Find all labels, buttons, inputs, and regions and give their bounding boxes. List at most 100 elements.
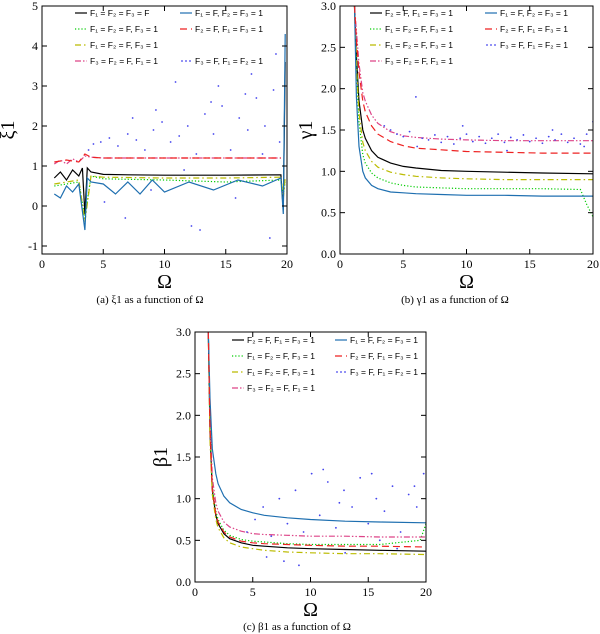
x-tick-label: 20 bbox=[587, 257, 599, 271]
data-point bbox=[465, 133, 468, 136]
data-point bbox=[234, 197, 237, 199]
legend-label: F₂ = F, F₁ = F₃ = 1 bbox=[247, 335, 315, 345]
legend-label: F₂ = F, F₁ = F₃ = 1 bbox=[195, 24, 263, 34]
data-point bbox=[124, 217, 127, 219]
x-tick-label: 5 bbox=[100, 257, 106, 271]
data-point bbox=[461, 124, 464, 127]
data-point bbox=[416, 145, 419, 148]
data-point bbox=[286, 522, 289, 525]
data-point bbox=[383, 124, 386, 127]
legend-swatch bbox=[344, 371, 346, 373]
data-point bbox=[399, 531, 402, 533]
data-point bbox=[283, 560, 285, 563]
plot-area-a bbox=[53, 33, 286, 239]
legend-swatch bbox=[490, 44, 492, 46]
y-tick-label: 1.0 bbox=[176, 492, 191, 506]
y-tick-label: 0.0 bbox=[321, 247, 336, 261]
data-point bbox=[415, 96, 417, 98]
x-tick-label: 5 bbox=[250, 585, 256, 599]
data-point bbox=[278, 497, 281, 500]
legend-swatch bbox=[185, 60, 187, 62]
legend-item: F₃ = F₂ = F, F₁ = 1 bbox=[232, 383, 315, 393]
data-point bbox=[183, 169, 186, 171]
legend-label: F₂ = F, F₁ = F₃ = 1 bbox=[385, 8, 453, 18]
series-c-0-line bbox=[207, 332, 426, 552]
caption-c: (c) β1 as a function of Ω bbox=[243, 621, 351, 633]
x-tick-label: 15 bbox=[362, 585, 374, 599]
series-a-1-line bbox=[54, 175, 286, 219]
legend-label: F₃ = F, F₁ = F₂ = 1 bbox=[195, 56, 263, 66]
legend-item: F₂ = F, F₁ = F₃ = 1 bbox=[370, 8, 453, 18]
series-b-2-line bbox=[353, 6, 593, 181]
y-tick-label: -1 bbox=[28, 239, 38, 253]
legend-item: F₃ = F₂ = F, F₁ = 1 bbox=[75, 56, 158, 66]
y-tick-label: 0.5 bbox=[321, 206, 336, 220]
legend-item: F₃ = F, F₁ = F₂ = 1 bbox=[336, 367, 418, 377]
x-axis-title-c: Ω bbox=[303, 599, 318, 621]
data-point bbox=[585, 133, 588, 136]
legend-label: F₃ = F₂ = F, F₁ = 1 bbox=[247, 383, 315, 393]
data-point bbox=[396, 133, 398, 136]
data-point bbox=[408, 130, 411, 133]
legend-b: F₂ = F, F₁ = F₃ = 1 F₁ = F, F₂ = F₃ = 1 F₁… bbox=[370, 8, 568, 66]
data-point bbox=[294, 489, 297, 492]
legend-item: F₂ = F, F₁ = F₃ = 1 bbox=[335, 351, 418, 361]
data-point bbox=[554, 139, 556, 141]
legend-label: F₃ = F, F₁ = F₂ = 1 bbox=[350, 367, 418, 377]
data-point bbox=[87, 149, 90, 151]
data-point bbox=[238, 117, 241, 119]
x-tick-label: 5 bbox=[400, 257, 406, 271]
data-point bbox=[402, 135, 405, 138]
legend-label: F₁ = F₂ = F, F₃ = 1 bbox=[90, 40, 158, 50]
data-point bbox=[478, 135, 481, 138]
y-tick-label: 2.0 bbox=[321, 82, 336, 96]
data-point bbox=[343, 489, 345, 492]
data-point bbox=[413, 485, 416, 488]
data-point bbox=[264, 125, 266, 127]
data-point bbox=[210, 101, 212, 103]
data-point bbox=[152, 129, 155, 131]
series-c-1-line bbox=[207, 332, 426, 546]
legend-swatch bbox=[494, 44, 496, 46]
legend-label: F₂ = F, F₁ = F₃ = 1 bbox=[350, 351, 418, 361]
data-point bbox=[92, 143, 95, 145]
legend-label: F₂ = F, F₁ = F₃ = 1 bbox=[500, 24, 568, 34]
data-point bbox=[375, 497, 378, 500]
y-axis-title-a: ξ1 bbox=[0, 121, 19, 140]
data-point bbox=[131, 117, 134, 119]
data-point bbox=[169, 141, 172, 143]
legend-label: F₁ = F₂ = F, F₃ = 1 bbox=[247, 367, 315, 377]
legend-item: F₂ = F, F₁ = F₃ = 1 bbox=[485, 24, 568, 34]
data-point bbox=[190, 225, 193, 227]
data-point bbox=[566, 141, 569, 144]
data-point bbox=[261, 153, 264, 155]
legend-label: F₃ = F₂ = F, F₁ = 1 bbox=[385, 56, 453, 66]
data-point bbox=[103, 201, 106, 203]
plot-area-b bbox=[353, 6, 593, 218]
data-point bbox=[178, 135, 181, 137]
data-point bbox=[396, 547, 399, 550]
data-point bbox=[579, 143, 582, 145]
data-point bbox=[459, 137, 462, 140]
y-tick-label: 1.5 bbox=[321, 123, 336, 137]
data-point bbox=[370, 472, 373, 475]
data-point bbox=[246, 129, 249, 131]
data-point bbox=[144, 149, 146, 151]
data-point bbox=[389, 129, 392, 131]
legend-swatch bbox=[336, 371, 338, 373]
data-point bbox=[204, 113, 206, 115]
data-point bbox=[268, 237, 271, 239]
y-tick-label: 5 bbox=[32, 0, 38, 13]
data-point bbox=[516, 139, 518, 141]
data-point bbox=[298, 564, 300, 567]
legend-item: F₁ = F₂ = F, F₃ = 1 bbox=[370, 24, 453, 34]
y-tick-label: 0 bbox=[32, 199, 38, 213]
data-point bbox=[195, 153, 198, 155]
data-point bbox=[541, 142, 544, 145]
data-point bbox=[378, 539, 381, 542]
data-point bbox=[135, 139, 138, 141]
x-tick-label: 0 bbox=[39, 257, 45, 271]
legend-item: F₁ = F, F₂ = F₃ = 1 bbox=[335, 335, 418, 345]
series-b-1-line bbox=[353, 6, 593, 218]
